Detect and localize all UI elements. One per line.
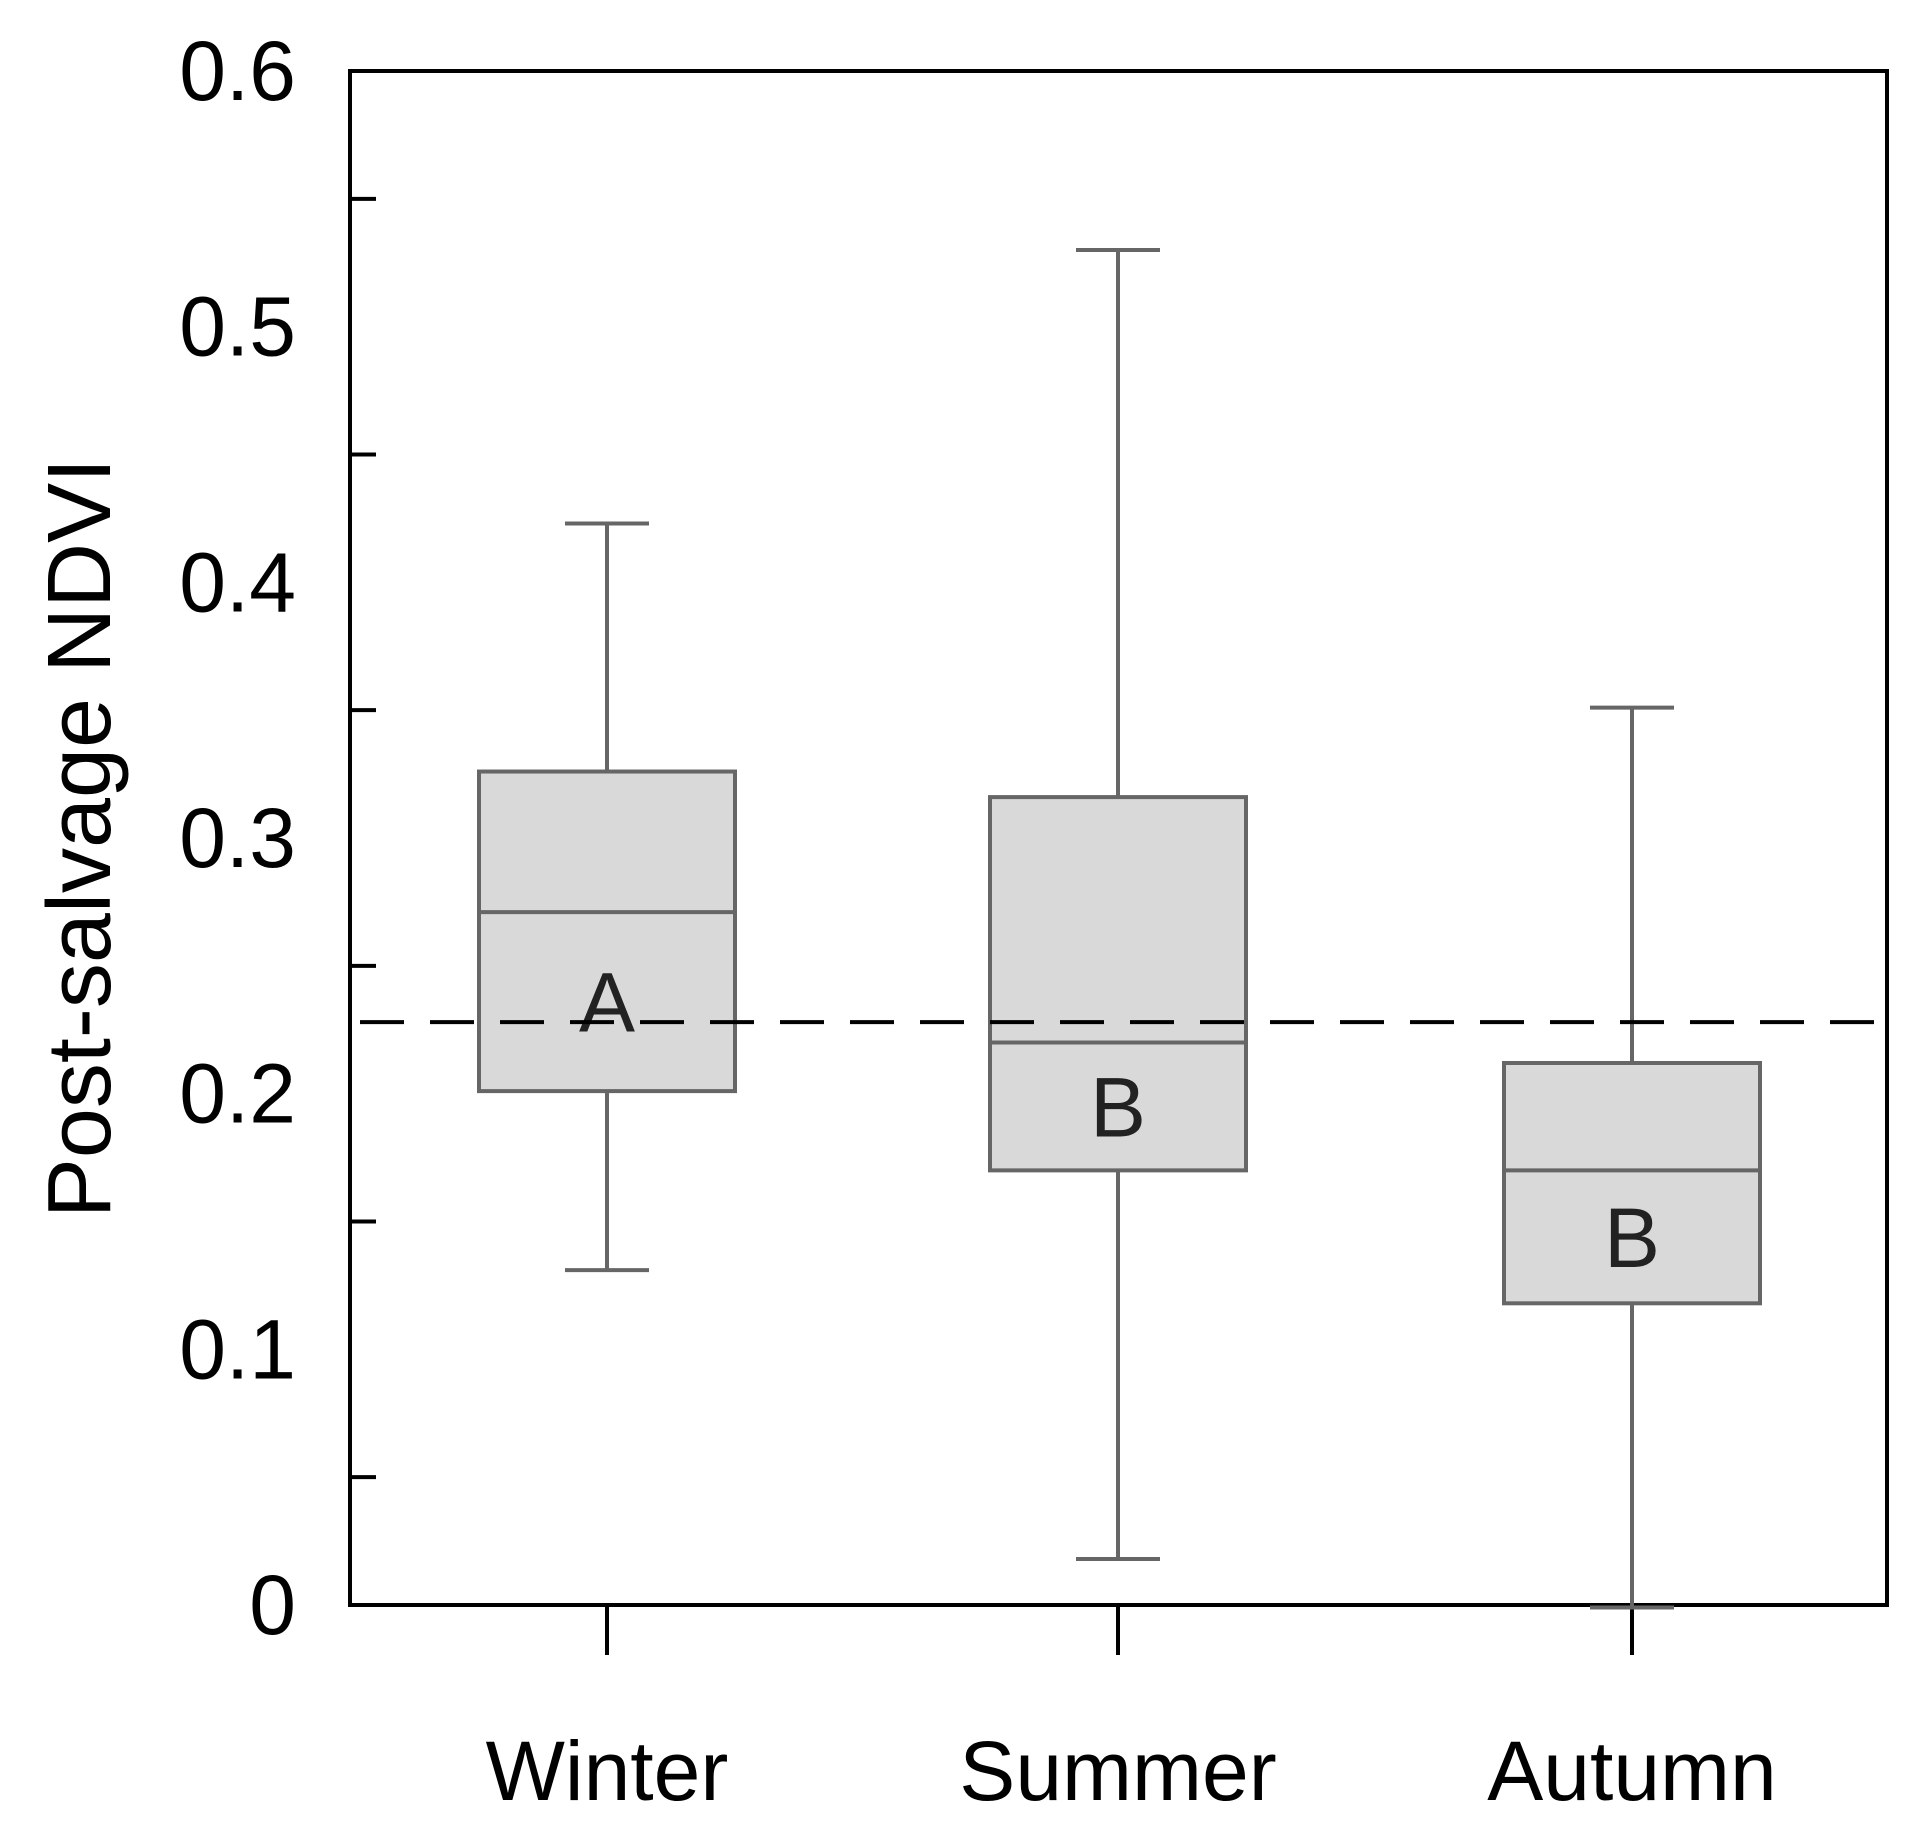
y-tick-label: 0.3 <box>179 791 296 885</box>
x-tick-label: Winter <box>486 1724 729 1818</box>
box-autumn: B <box>1502 705 1762 1610</box>
x-axis: Winter Summer Autumn <box>486 1605 1777 1818</box>
group-letter-label: A <box>579 956 635 1050</box>
box-iqr <box>1502 1060 1762 1306</box>
group-letter-label: B <box>1604 1191 1660 1285</box>
y-tick-label: 0.5 <box>179 280 296 374</box>
box-iqr <box>477 769 737 1094</box>
box-iqr <box>988 795 1248 1173</box>
y-tick-label: 0.1 <box>179 1302 296 1396</box>
group-letter-label: B <box>1090 1060 1146 1154</box>
x-tick-label: Autumn <box>1487 1724 1777 1818</box>
y-axis-title: Post-salvage NDVI <box>30 458 130 1218</box>
y-tick-label: 0.6 <box>179 24 296 118</box>
y-tick-label: 0.4 <box>179 535 296 629</box>
boxes-layer: A B B <box>477 247 1762 1610</box>
y-axis: 0 0.1 0.2 0.3 0.4 0.5 0.6 <box>179 24 376 1652</box>
x-tick-label: Summer <box>959 1724 1276 1818</box>
y-tick-label: 0 <box>249 1558 296 1652</box>
box-winter: A <box>477 521 737 1273</box>
box-summer: B <box>988 247 1248 1561</box>
y-tick-label: 0.2 <box>179 1047 296 1141</box>
